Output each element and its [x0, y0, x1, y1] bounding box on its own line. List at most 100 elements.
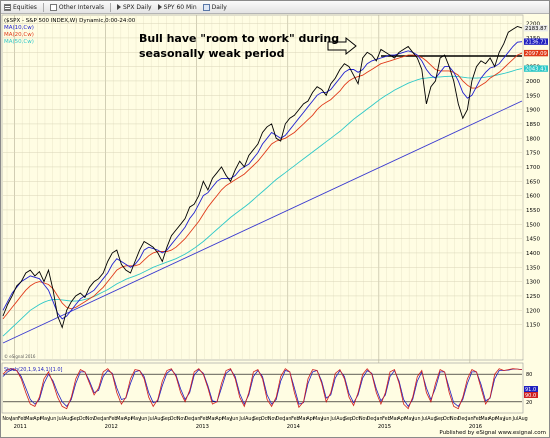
osc-badge-label: 91.0	[525, 387, 536, 393]
x-tick-label: Jan	[283, 416, 291, 422]
x-tick-label: Apr	[124, 416, 132, 422]
price-badge	[524, 38, 548, 45]
x-year-label: 2013	[196, 424, 209, 430]
x-tick-label: Mar	[481, 416, 490, 422]
x-year-label: 2014	[287, 424, 301, 430]
price-badge	[524, 65, 548, 72]
x-tick-label: Oct	[79, 416, 87, 422]
osc-badge-label: 90.0	[525, 393, 536, 399]
y-tick-label: 1550	[526, 208, 540, 214]
spx-daily-label: SPX Daily	[122, 3, 152, 11]
x-tick-label: Feb	[382, 416, 391, 422]
osc-badge	[524, 392, 538, 398]
x-tick-label: Mar	[207, 416, 216, 422]
x-tick-label: Aug	[245, 416, 254, 422]
toolbar-divider	[42, 2, 44, 12]
ma20-legend: MA(20,Cw)	[4, 32, 34, 38]
x-tick-label: May	[313, 416, 323, 422]
price-badge-label: 2043.41	[525, 67, 547, 73]
series-line-2	[2, 52, 523, 320]
x-tick-label: Jul	[238, 416, 245, 422]
series-line-3	[2, 68, 523, 337]
list-icon	[4, 3, 11, 11]
y-tick-label: 1750	[526, 151, 540, 157]
spy-60min-button[interactable]: SPY 60 Min	[157, 3, 197, 11]
x-tick-label: Dec	[276, 416, 286, 422]
x-tick-label: Oct	[170, 416, 178, 422]
x-tick-label: Dec	[93, 416, 103, 422]
x-tick-label: Jan	[374, 416, 382, 422]
x-tick-label: Jan	[465, 416, 473, 422]
x-year-label: 2012	[105, 424, 118, 430]
annotation-line-1: Bull have "room to work" during	[139, 32, 339, 45]
osc-badge	[524, 386, 538, 392]
x-tick-label: May	[404, 416, 414, 422]
x-tick-label: Sep	[344, 416, 353, 422]
price-badge-label: 2136.71	[525, 40, 547, 46]
x-tick-label: Apr	[397, 416, 405, 422]
x-tick-label: Apr	[215, 416, 223, 422]
daily-label: Daily	[211, 3, 227, 11]
y-tick-label: 1400	[526, 251, 540, 257]
x-tick-label: Jan	[101, 416, 109, 422]
x-tick-label: May	[40, 416, 50, 422]
price-badge	[524, 49, 548, 57]
spx-daily-button[interactable]: SPX Daily	[116, 3, 152, 11]
y-tick-label: 1600	[526, 194, 540, 200]
x-tick-label: Aug	[518, 416, 527, 422]
y-tick-label: 1700	[526, 165, 540, 171]
x-tick-label: Jul	[147, 416, 154, 422]
x-tick-label: Nov	[450, 416, 460, 422]
chart-toolbar: Equities Other Intervals SPX Daily SPY 6…	[1, 1, 549, 14]
x-tick-label: Feb	[473, 416, 482, 422]
ma50-legend: MA(50,Cw)	[4, 39, 34, 45]
x-tick-label: Jan	[10, 416, 18, 422]
x-tick-label: Apr	[488, 416, 496, 422]
other-intervals-menu[interactable]: Other Intervals	[49, 3, 104, 11]
y-tick-label: 1250	[526, 294, 540, 300]
series-line-1	[2, 41, 523, 320]
x-tick-label: Feb	[200, 416, 209, 422]
x-tick-label: Sep	[162, 416, 171, 422]
x-tick-label: Feb	[18, 416, 27, 422]
x-tick-label: Sep	[71, 416, 80, 422]
chart-icon	[116, 4, 121, 10]
y-tick-label: 1900	[526, 108, 540, 114]
chart-icon	[157, 4, 162, 10]
x-tick-label: Aug	[63, 416, 72, 422]
price-badges: 2183.87 2136.71 2097.09 2043.41	[524, 24, 548, 73]
x-tick-label: Mar	[25, 416, 34, 422]
x-tick-label: May	[495, 416, 505, 422]
symbol-legend: ($SPX - S&P 500 INDEX,W) Dynamic,0:00-24…	[4, 18, 136, 24]
osc-d-line	[2, 368, 523, 408]
x-tick-label: Aug	[154, 416, 163, 422]
x-tick-label: Nov	[359, 416, 369, 422]
x-tick-label: Sep	[435, 416, 444, 422]
osc-tick-label: 80	[526, 372, 532, 378]
horizontal-grid	[3, 23, 522, 325]
toolbar-divider	[109, 2, 111, 12]
y-tick-label: 1500	[526, 222, 540, 228]
vertical-grid	[6, 15, 524, 413]
x-tick-label: Dec	[367, 416, 377, 422]
spy-60min-label: SPY 60 Min	[163, 3, 197, 11]
y-tick-label: 1650	[526, 179, 540, 185]
osc-k-line	[2, 368, 523, 410]
daily-button[interactable]: Daily	[202, 3, 227, 11]
x-tick-label: Jun	[321, 416, 330, 422]
other-intervals-label: Other Intervals	[58, 3, 104, 11]
x-tick-label: Mar	[298, 416, 307, 422]
annotation-line-2: seasonally weak period	[139, 47, 284, 60]
equities-label: Equities	[13, 3, 37, 11]
y-tick-label: 2000	[526, 79, 540, 85]
x-year-label: 2011	[14, 424, 27, 430]
interval-icon	[49, 3, 57, 11]
x-tick-label: May	[131, 416, 141, 422]
x-tick-label: Jun	[503, 416, 512, 422]
x-tick-label: Jun	[230, 416, 239, 422]
oscillator-lines: 91.090.0 80 20	[2, 368, 538, 410]
equities-menu[interactable]: Equities	[4, 3, 37, 11]
y-tick-label: 2200	[526, 22, 540, 28]
